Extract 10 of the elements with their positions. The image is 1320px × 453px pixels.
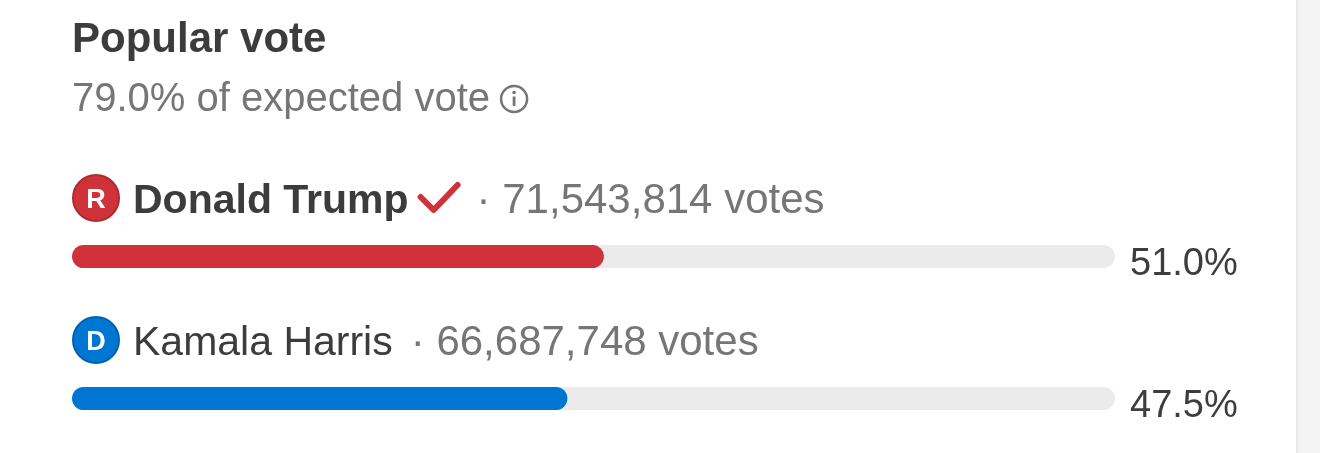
annotation: · 66,687,748 votes — [410, 317, 759, 364]
chart-title: Popular vote — [72, 14, 327, 61]
data-label: 51.0% — [1130, 241, 1238, 283]
annotation: D — [86, 326, 106, 356]
chart-subtitle: 79.0% of expected vote — [72, 75, 491, 119]
annotation: R — [86, 184, 106, 214]
annotation: · 71,543,814 votes — [476, 175, 825, 222]
y-tick-label: Donald Trump — [133, 176, 409, 222]
y-tick-label: Kamala Harris — [133, 318, 393, 364]
data-label: 47.5% — [1130, 383, 1238, 425]
